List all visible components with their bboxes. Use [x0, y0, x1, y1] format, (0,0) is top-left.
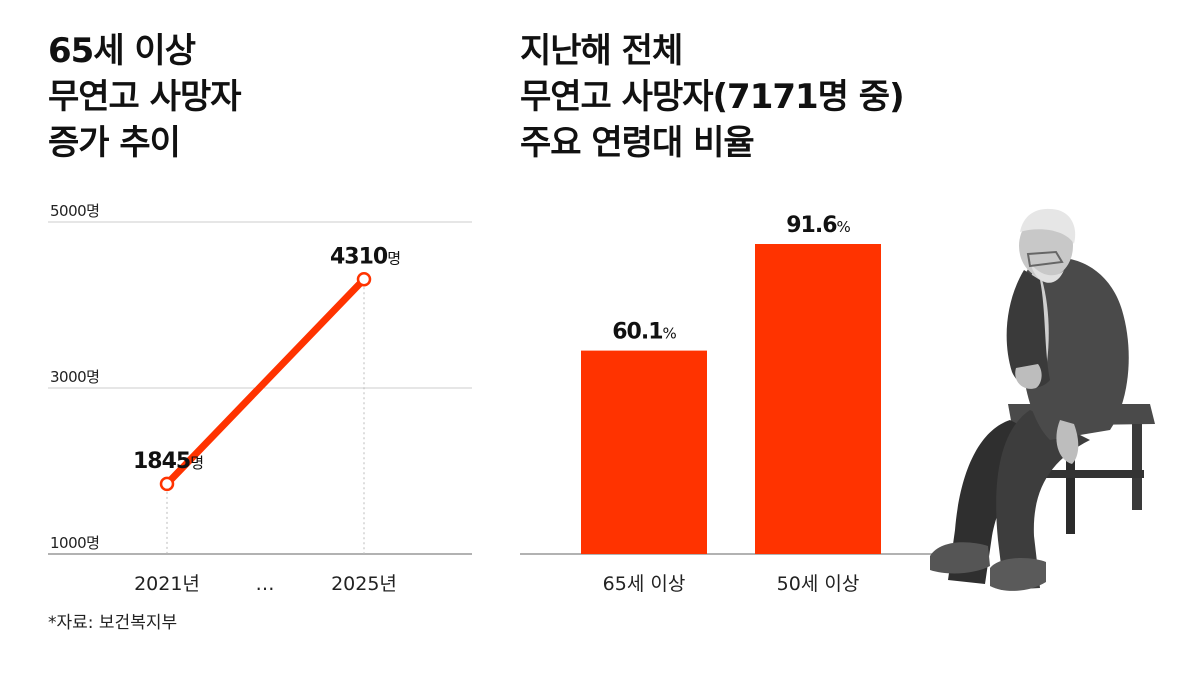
bar [581, 350, 707, 554]
y-tick-label: 1000명 [50, 534, 99, 552]
right-title-line-2: 무연고 사망자(7171명 중) [520, 77, 905, 117]
right-title-line-3: 주요 연령대 비율 [520, 123, 755, 163]
data-point [159, 476, 175, 492]
bar-value-label: 60.1% [612, 320, 676, 345]
left-title-line-3: 증가 추이 [48, 123, 181, 163]
data-label: 1845명 [133, 449, 203, 474]
right-title-line-1: 지난해 전체 [520, 31, 683, 71]
left-title-line-1: 65세 이상 [48, 31, 196, 71]
left-title-line-2: 무연고 사망자 [48, 77, 242, 117]
bar-chart: 60.1% 65세 이상 91.6% 50세 이상 [520, 213, 940, 595]
left-chart-title: 65세 이상 무연고 사망자 증가 추이 [48, 28, 242, 166]
source-note: *자료: 보건복지부 [48, 613, 178, 633]
x-tick-label: 2025년 [331, 573, 397, 595]
x-category-label: 65세 이상 [603, 573, 686, 595]
series-line [163, 275, 368, 488]
bar [755, 244, 881, 554]
x-category-label: 50세 이상 [777, 573, 860, 595]
x-tick-label: 2021년 [134, 573, 200, 595]
data-point [356, 272, 372, 287]
y-tick-label: 3000명 [50, 368, 99, 386]
data-label: 4310명 [330, 244, 400, 269]
elderly-man-illustration [930, 208, 1155, 591]
right-chart-title: 지난해 전체 무연고 사망자(7171명 중) 주요 연령대 비율 [520, 28, 905, 166]
bar-value-label: 91.6% [786, 213, 850, 238]
x-tick-label: … [256, 573, 275, 595]
y-tick-label: 5000명 [50, 202, 99, 220]
line-chart: 5000명 3000명 1000명 2021년 … 2025년 1845명 4310명 [48, 202, 472, 595]
